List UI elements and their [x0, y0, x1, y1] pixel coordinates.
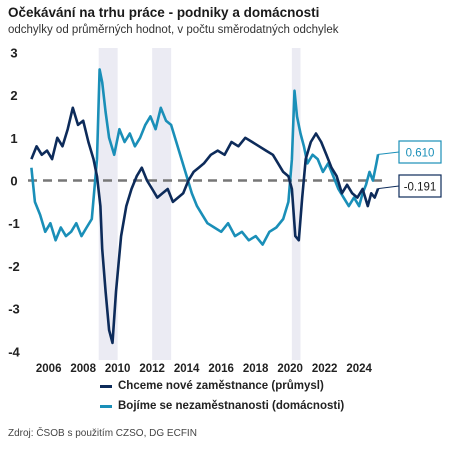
end-label-connector-0	[378, 185, 400, 190]
y-tick-label: 0	[10, 173, 17, 188]
recession-band-1	[152, 48, 172, 360]
legend-item-unemployment: Bojíme se nezaměstnanosti (domácnosti)	[100, 396, 344, 416]
chart-subtitle: odchylky od průměrných hodnot, v počtu s…	[8, 24, 339, 36]
x-tick-label: 2016	[208, 363, 234, 375]
end-label-value-0: -0.191	[404, 182, 437, 194]
legend-label-hiring: Chceme nové zaměstnance (průmysl)	[118, 380, 324, 392]
x-tick-label: 2024	[346, 363, 372, 375]
y-tick-label: -1	[8, 216, 20, 231]
y-tick-label: -3	[8, 302, 20, 317]
recession-band-0	[98, 48, 118, 360]
source-note: Zdroj: ČSOB s použitím CZSO, DG ECFIN	[8, 428, 197, 439]
end-label-box-1	[398, 140, 442, 164]
x-tick-label: 2008	[70, 363, 96, 375]
x-tick-label: 2012	[139, 363, 165, 375]
series-line-1	[30, 68, 380, 246]
end-label-value-1: 0.610	[406, 148, 435, 160]
x-tick-label: 2018	[243, 363, 269, 375]
series-line-0	[30, 106, 380, 345]
x-tick-label: 2022	[312, 363, 338, 375]
y-tick-label: -2	[8, 259, 20, 274]
legend-swatch-unemployment	[100, 404, 112, 408]
legend-item-hiring: Chceme nové zaměstnance (průmysl)	[100, 376, 344, 396]
x-tick-label: 2020	[277, 363, 303, 375]
end-label-connector-1	[378, 151, 400, 155]
y-tick-label: 2	[10, 88, 17, 103]
x-tick-label: 2006	[36, 363, 62, 375]
x-tick-label: 2014	[174, 363, 200, 375]
legend-label-unemployment: Bojíme se nezaměstnanosti (domácnosti)	[118, 400, 345, 412]
x-tick-label: 2010	[105, 363, 131, 375]
y-tick-label: 3	[10, 45, 17, 60]
y-tick-label: -4	[8, 344, 20, 359]
chart-title: Očekávání na trhu práce - podniky a domá…	[8, 5, 320, 20]
recession-band-2	[291, 48, 301, 360]
end-label-box-0	[398, 174, 442, 198]
legend: Chceme nové zaměstnance (průmysl) Bojíme…	[100, 376, 344, 416]
y-tick-label: 1	[10, 131, 17, 146]
legend-swatch-hiring	[100, 384, 112, 388]
